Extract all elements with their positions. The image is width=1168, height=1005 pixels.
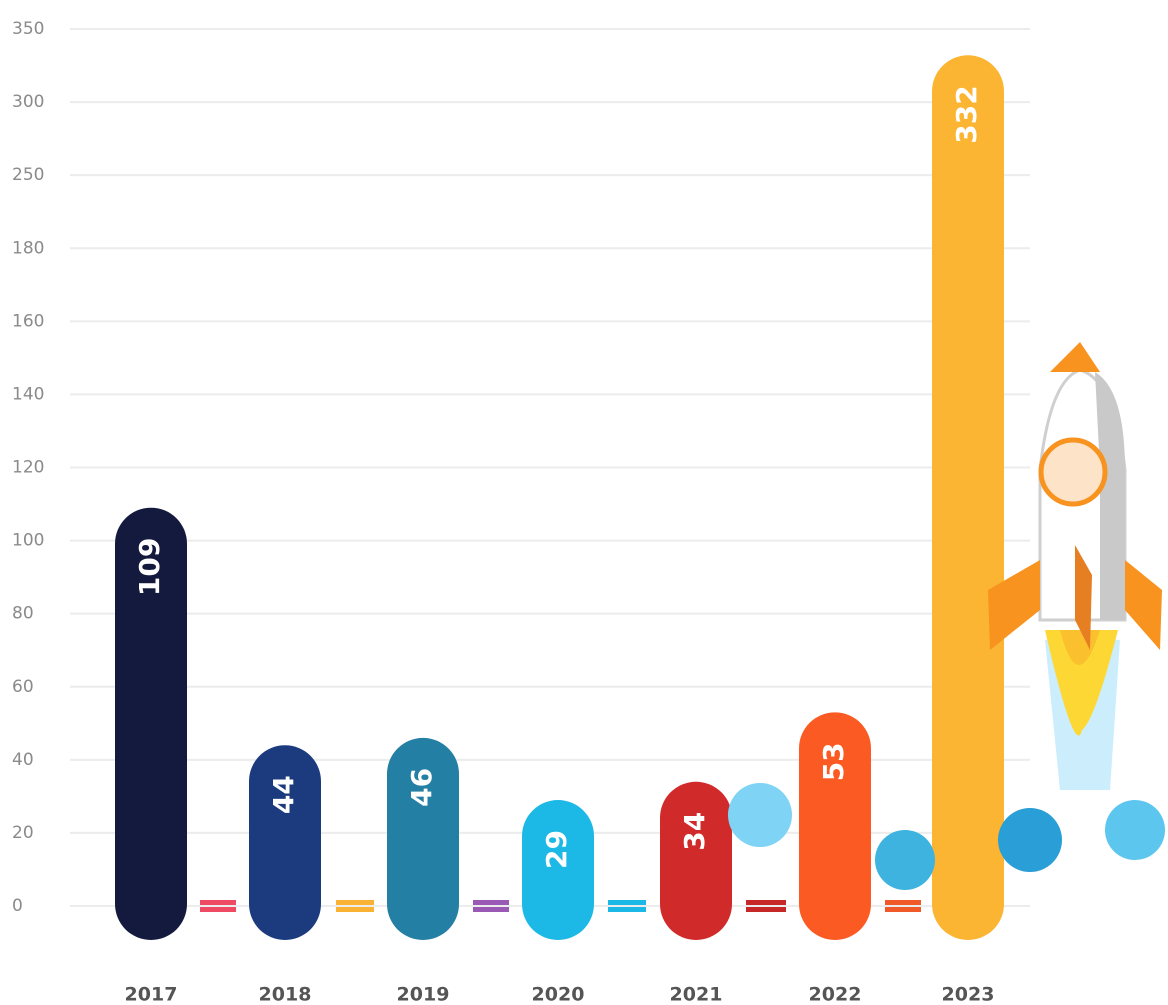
bar: [932, 55, 1004, 941]
bar: [115, 507, 187, 940]
bar: [249, 745, 321, 940]
value-label: 53: [817, 742, 850, 781]
x-tick-label: 2020: [532, 984, 585, 1005]
y-tick-label: 80: [12, 604, 34, 624]
y-tick-label: 120: [12, 458, 44, 478]
y-tick-label: 100: [12, 531, 44, 551]
value-label: 109: [133, 538, 166, 596]
y-tick-label: 20: [12, 823, 34, 843]
y-tick-label: 350: [12, 19, 44, 39]
rocket: [728, 342, 1165, 890]
y-tick-label: 40: [12, 750, 34, 770]
y-tick-label: 180: [12, 238, 44, 258]
x-tick-label: 2021: [670, 984, 723, 1005]
x-tick-label: 2018: [259, 984, 312, 1005]
x-tick-label: 2019: [397, 984, 450, 1005]
value-label: 44: [267, 775, 300, 814]
y-tick-label: 300: [12, 92, 44, 112]
y-tick-label: 60: [12, 677, 34, 697]
value-label: 46: [405, 768, 438, 807]
y-tick-label: 0: [12, 896, 23, 916]
value-label: 29: [540, 830, 573, 869]
y-tick-label: 160: [12, 311, 44, 331]
bar: [660, 781, 732, 940]
bar: [522, 800, 594, 940]
plot: 109 2017 44 2018 46 2019 29 2020 34 2021 53 2022 332…: [115, 55, 1004, 1005]
value-label: 332: [950, 85, 983, 143]
value-label: 34: [678, 812, 711, 851]
y-tick-label: 140: [12, 384, 44, 404]
x-tick-label: 2023: [942, 984, 995, 1005]
x-tick-label: 2022: [809, 984, 862, 1005]
bar: [799, 712, 871, 940]
bar: [387, 737, 459, 940]
y-tick-label: 250: [12, 165, 44, 185]
x-tick-label: 2017: [125, 984, 178, 1005]
